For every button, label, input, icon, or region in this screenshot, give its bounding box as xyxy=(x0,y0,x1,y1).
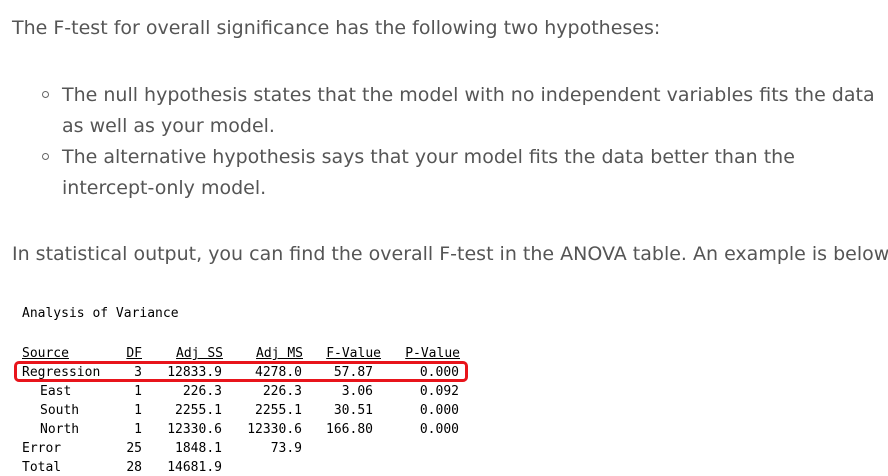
row-f-value: 57.87 xyxy=(333,365,373,380)
row-df: 1 xyxy=(134,384,142,399)
row-f-value: 30.51 xyxy=(333,403,373,418)
row-adj-ms: 226.3 xyxy=(262,384,302,399)
bullet-circle-icon xyxy=(42,91,49,98)
anova-title: Analysis of Variance xyxy=(22,306,179,321)
anova-header-row: Source DF Adj SS Adj MS F-Value P-Value xyxy=(22,344,460,363)
row-f-value: 166.80 xyxy=(326,422,373,437)
list-item-alternative-hypothesis: The alternative hypothesis says that you… xyxy=(42,142,882,204)
header-p-value: P-Value xyxy=(405,346,460,361)
row-p-value: 0.000 xyxy=(419,403,459,418)
table-row: Total 28 14681.9 xyxy=(22,458,222,476)
intro-paragraph: The F-test for overall significance has … xyxy=(12,17,661,39)
row-f-value: 3.06 xyxy=(341,384,373,399)
row-source: South xyxy=(40,403,80,418)
row-source: Total xyxy=(22,460,62,475)
table-row: North 1 12330.6 12330.6 166.80 0.000 xyxy=(22,420,459,439)
row-adj-ss: 12833.9 xyxy=(167,365,222,380)
row-adj-ms: 12330.6 xyxy=(247,422,302,437)
row-p-value: 0.000 xyxy=(419,422,459,437)
row-df: 25 xyxy=(126,441,142,456)
row-adj-ss: 2255.1 xyxy=(175,403,222,418)
bullet-circle-icon xyxy=(42,153,49,160)
row-source: Error xyxy=(22,441,62,456)
row-adj-ms: 2255.1 xyxy=(255,403,302,418)
header-adj-ss: Adj SS xyxy=(176,346,223,361)
hypotheses-list: The null hypothesis states that the mode… xyxy=(42,80,882,204)
table-row: East 1 226.3 226.3 3.06 0.092 xyxy=(22,382,459,401)
row-source: Regression xyxy=(22,365,101,380)
row-adj-ss: 14681.9 xyxy=(167,460,222,475)
row-df: 28 xyxy=(126,460,142,475)
null-hypothesis-text: The null hypothesis states that the mode… xyxy=(62,84,875,137)
row-source: North xyxy=(40,422,80,437)
output-paragraph: In statistical output, you can find the … xyxy=(12,243,888,265)
alternative-hypothesis-text: The alternative hypothesis says that you… xyxy=(62,146,795,199)
row-df: 3 xyxy=(134,365,142,380)
regression-row-highlight xyxy=(14,361,468,382)
row-adj-ms: 73.9 xyxy=(270,441,302,456)
table-row: Regression 3 12833.9 4278.0 57.87 0.000 xyxy=(22,363,459,382)
row-adj-ms: 4278.0 xyxy=(255,365,302,380)
row-adj-ss: 1848.1 xyxy=(175,441,222,456)
row-adj-ss: 12330.6 xyxy=(167,422,222,437)
header-source: Source xyxy=(22,346,69,361)
row-df: 1 xyxy=(134,422,142,437)
table-row: Error 25 1848.1 73.9 xyxy=(22,439,302,458)
list-item-null-hypothesis: The null hypothesis states that the mode… xyxy=(42,80,882,142)
row-adj-ss: 226.3 xyxy=(182,384,222,399)
row-p-value: 0.092 xyxy=(419,384,459,399)
row-p-value: 0.000 xyxy=(419,365,459,380)
row-df: 1 xyxy=(134,403,142,418)
table-row: South 1 2255.1 2255.1 30.51 0.000 xyxy=(22,401,459,420)
header-df: DF xyxy=(126,346,142,361)
row-source: East xyxy=(40,384,72,399)
header-adj-ms: Adj MS xyxy=(256,346,303,361)
header-f-value: F-Value xyxy=(326,346,381,361)
